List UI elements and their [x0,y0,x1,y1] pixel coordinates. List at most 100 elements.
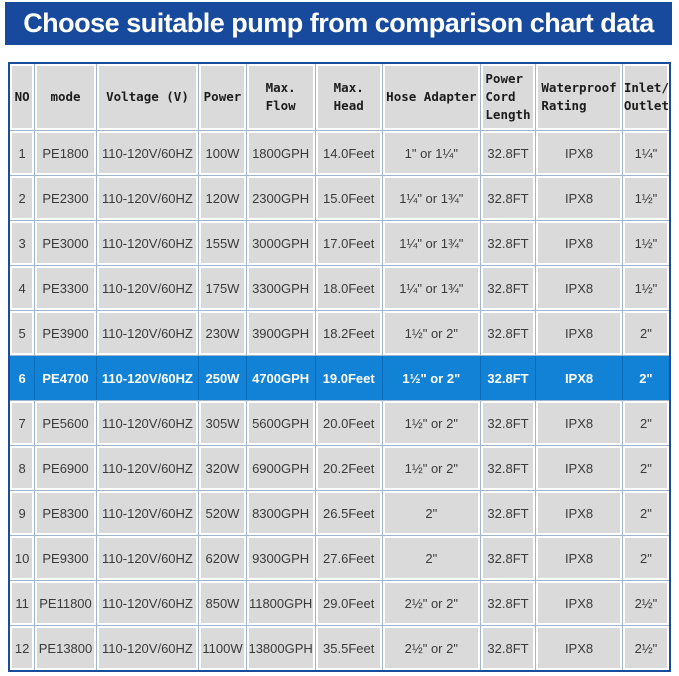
table-cell: 29.0Feet [314,580,383,626]
column-header: Inlet/ Outlet [621,62,671,131]
table-cell: 110-120V/60HZ [95,265,200,311]
table-cell: 13800GPH [245,625,316,672]
column-header-label: Power [203,88,242,104]
table-cell: IPX8 [535,265,623,311]
table-cell: 2" [621,445,671,491]
table-cell: PE6900 [34,445,97,491]
table-cell: 32.8FT [479,355,537,401]
table-cell: 250W [198,355,247,401]
table-cell: 1" or 1¼" [381,130,481,176]
table-cell: 32.8FT [479,625,537,672]
column-header-label: Power Cord Length [485,70,531,123]
column-header-label: Max. Flow [265,79,296,113]
table-cell: PE3900 [34,310,97,356]
table-cell: 18.2Feet [314,310,383,356]
table-row: 3 PE3000 110-120V/60HZ 155W 3000GPH 17.0Feet 1… [8,220,671,266]
table-cell: 2½" [621,625,671,672]
table-cell: IPX8 [535,535,623,581]
table-cell: 1½" or 2" [381,310,481,356]
table-cell: 1¼" or 1¾" [381,175,481,221]
table-cell: 305W [198,400,247,446]
table-cell: 2½" [621,580,671,626]
column-header: NO [8,62,36,131]
table-cell: 6 [8,355,36,401]
table-cell: 120W [198,175,247,221]
table-cell: 19.0Feet [314,355,383,401]
table-cell: 14.0Feet [314,130,383,176]
table-cell: 3000GPH [245,220,316,266]
column-header-label: Inlet/ Outlet [623,79,669,113]
table-cell: PE8300 [34,490,97,536]
table-cell: 110-120V/60HZ [95,310,200,356]
table-cell: 2" [621,535,671,581]
column-header: Hose Adapter [381,62,481,131]
table-cell: 26.5Feet [314,490,383,536]
table-cell: 4700GPH [245,355,316,401]
table-row: 1 PE1800 110-120V/60HZ 100W 1800GPH 14.0Feet 1… [8,130,671,176]
table-cell: 6900GPH [245,445,316,491]
pump-comparison-table: NO mode Voltage (V) Power Max. Flow Max. Head… [8,62,671,672]
table-row: 12 PE13800 110-120V/60HZ 1100W 13800GPH 35.5F… [8,625,671,672]
table-cell: IPX8 [535,490,623,536]
table-cell: PE4700 [34,355,97,401]
table-cell: 1½" [621,175,671,221]
table-cell: IPX8 [535,175,623,221]
table-cell: 9300GPH [245,535,316,581]
table-cell: 230W [198,310,247,356]
table-cell: PE9300 [34,535,97,581]
table-cell: 32.8FT [479,535,537,581]
column-header-label: Max. Head [333,79,364,113]
table-cell: 620W [198,535,247,581]
table-cell: 32.8FT [479,175,537,221]
header-row: NO mode Voltage (V) Power Max. Flow Max. Head… [8,62,671,131]
table-cell: 2" [621,310,671,356]
table-cell: PE3000 [34,220,97,266]
table-row: 2 PE2300 110-120V/60HZ 120W 2300GPH 15.0Feet 1… [8,175,671,221]
table-cell: 110-120V/60HZ [95,355,200,401]
table-cell: 110-120V/60HZ [95,220,200,266]
column-header-label: Waterproof Rating [541,79,617,113]
column-header-label: NO [14,88,30,104]
table-cell: 5600GPH [245,400,316,446]
table-cell: 18.0Feet [314,265,383,311]
table-cell: 100W [198,130,247,176]
table-cell: 15.0Feet [314,175,383,221]
table-cell: PE1800 [34,130,97,176]
table-cell: 8 [8,445,36,491]
table-cell: 32.8FT [479,445,537,491]
table-cell: 110-120V/60HZ [95,625,200,672]
table-cell: 2 [8,175,36,221]
table-cell: 2½" or 2" [381,625,481,672]
table-cell: 11800GPH [245,580,316,626]
table-cell: 20.0Feet [314,400,383,446]
table-cell: 5 [8,310,36,356]
table-cell: 2" [621,490,671,536]
table-cell: 32.8FT [479,265,537,311]
column-header: Power [198,62,247,131]
table-cell: 4 [8,265,36,311]
table-cell: 1800GPH [245,130,316,176]
table-cell: 17.0Feet [314,220,383,266]
column-header: Max. Flow [245,62,316,131]
column-header: Max. Head [314,62,383,131]
table-cell: 110-120V/60HZ [95,580,200,626]
table-cell: 520W [198,490,247,536]
table-cell: 110-120V/60HZ [95,445,200,491]
table-cell: 1½" or 2" [381,400,481,446]
comparison-table-container: NO mode Voltage (V) Power Max. Flow Max. Head… [8,62,671,672]
table-cell: 32.8FT [479,400,537,446]
table-cell: 32.8FT [479,130,537,176]
table-cell: PE5600 [34,400,97,446]
table-row: 9 PE8300 110-120V/60HZ 520W 8300GPH 26.5Feet 2… [8,490,671,536]
table-row: 7 PE5600 110-120V/60HZ 305W 5600GPH 20.0Feet 1… [8,400,671,446]
table-cell: IPX8 [535,355,623,401]
table-cell: 3300GPH [245,265,316,311]
table-cell: 8300GPH [245,490,316,536]
table-cell: PE11800 [34,580,97,626]
page-title: Choose suitable pump from comparison cha… [23,8,654,38]
table-cell: 175W [198,265,247,311]
column-header: Voltage (V) [95,62,200,131]
table-cell: 1½" [621,220,671,266]
table-cell: 1¼" or 1¾" [381,265,481,311]
table-cell: 11 [8,580,36,626]
